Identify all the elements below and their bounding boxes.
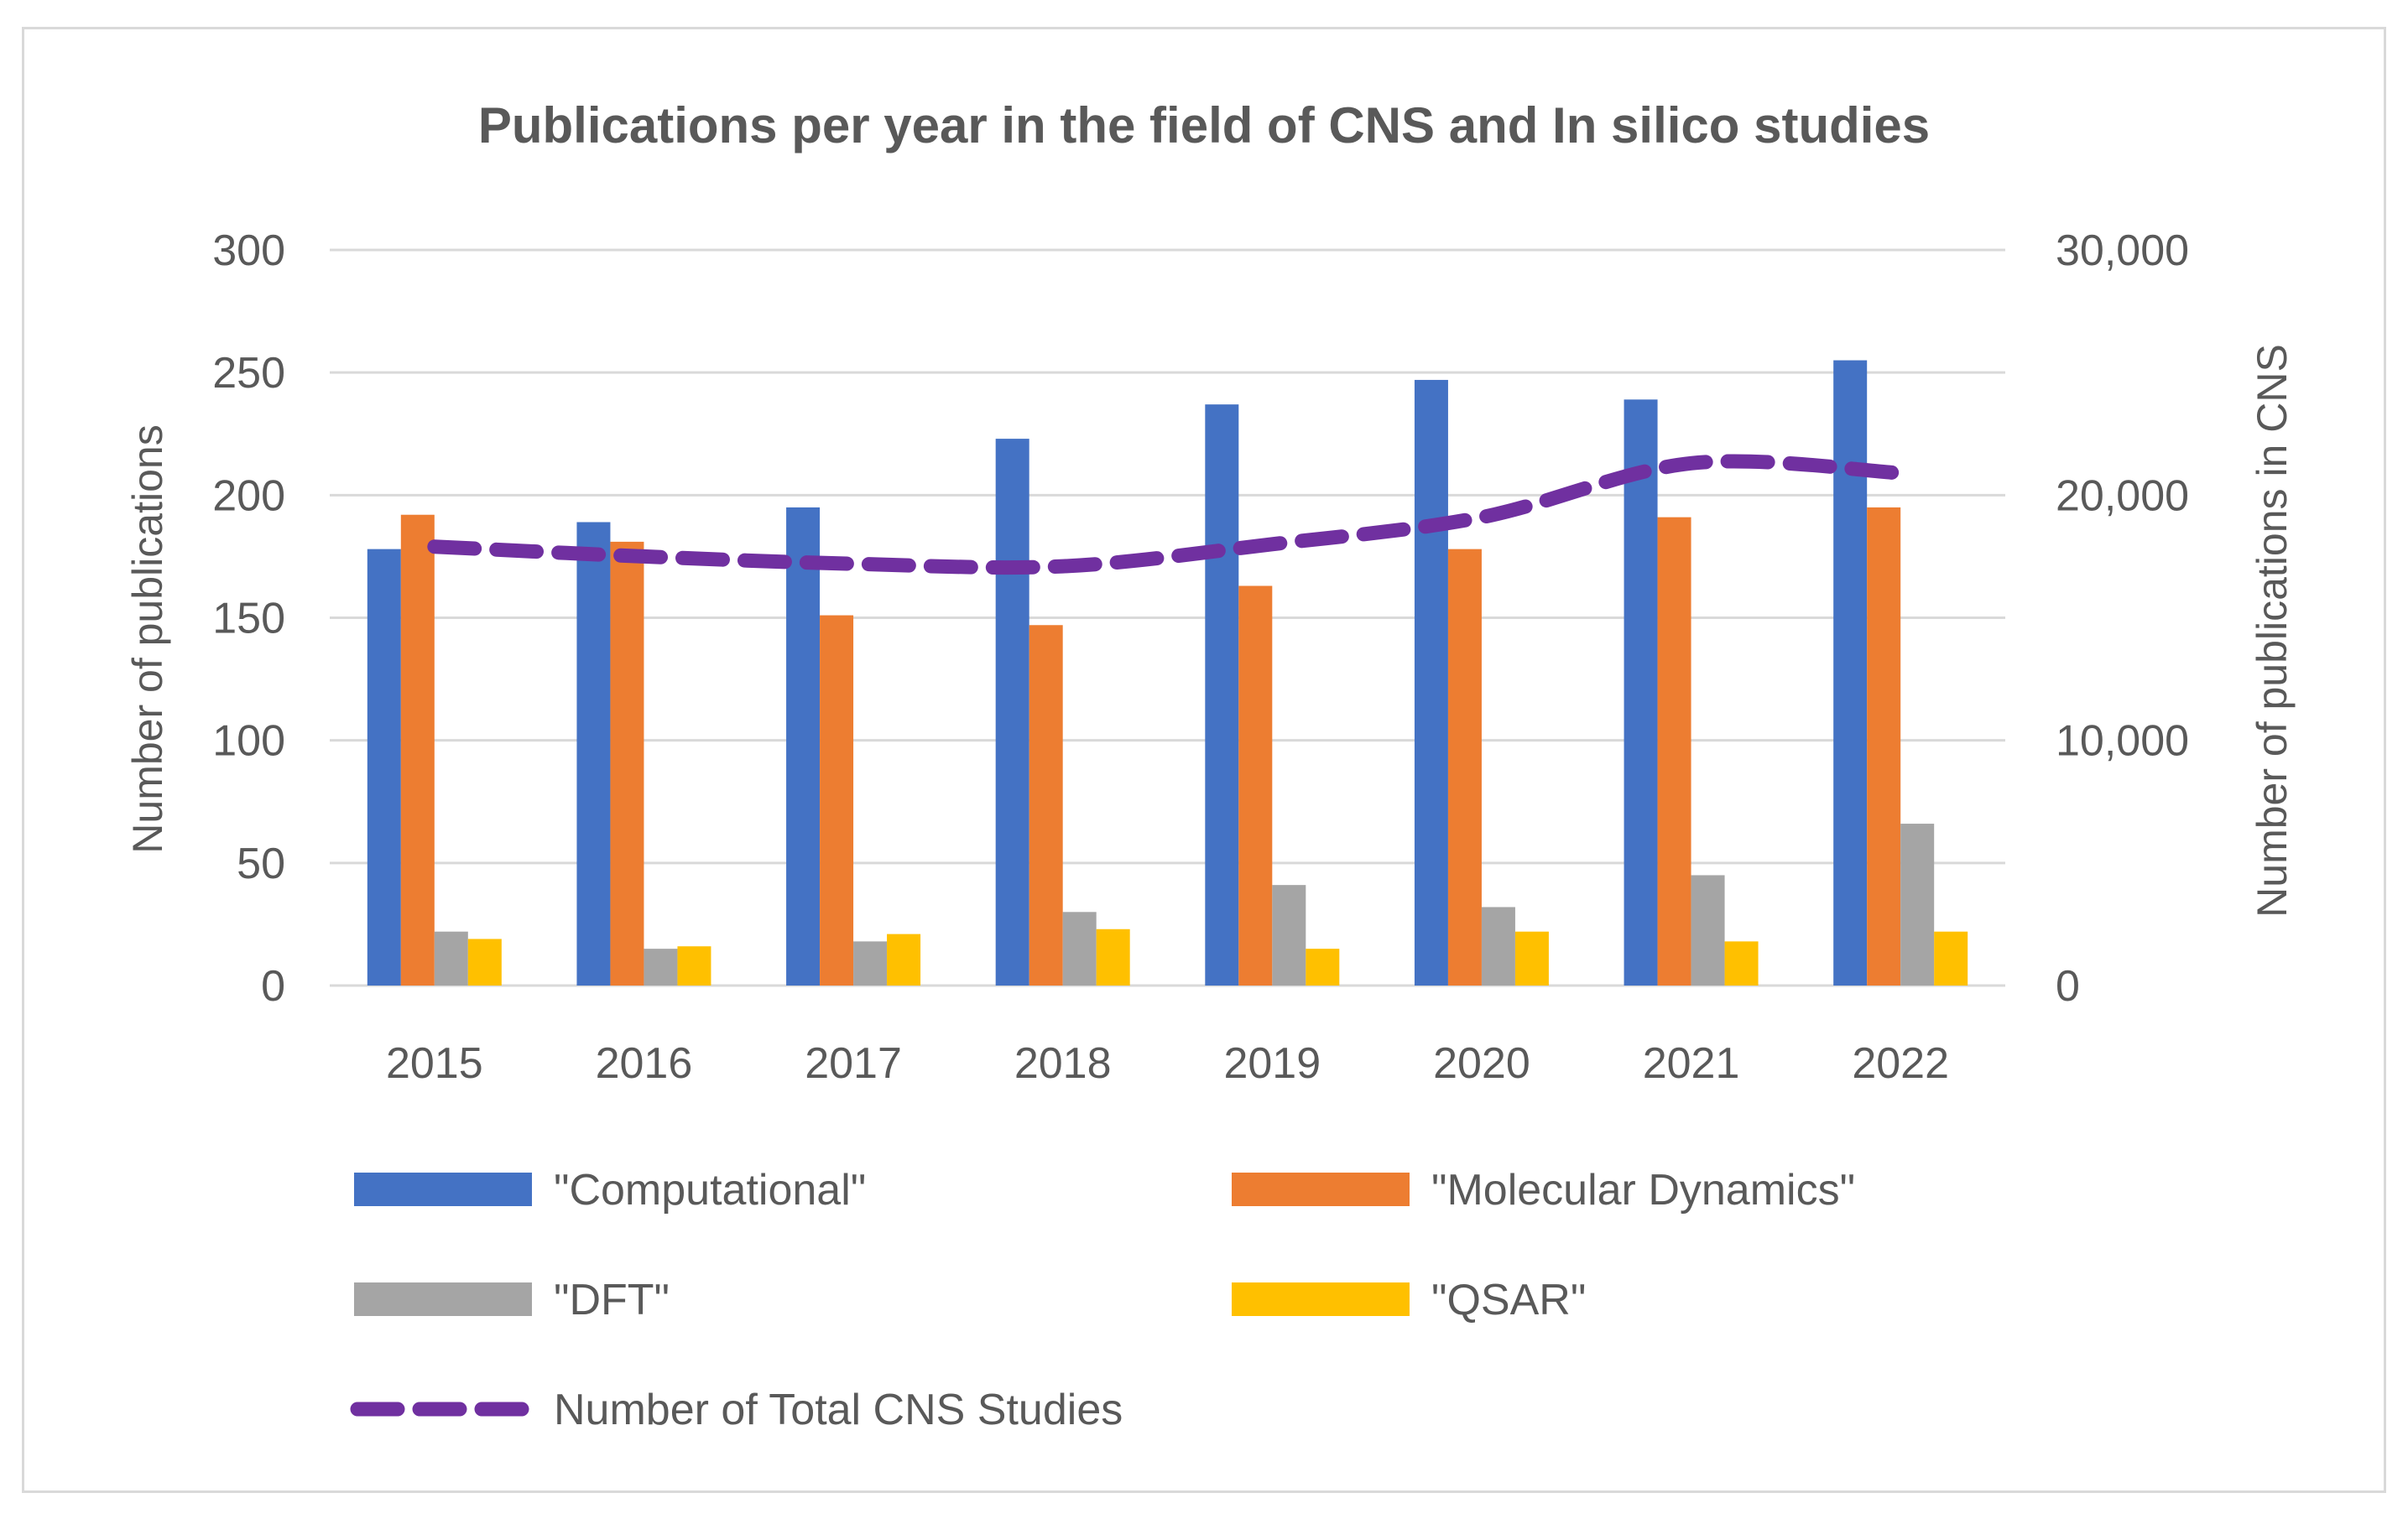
legend-item: "QSAR" [1232,1276,1586,1324]
bar-2015-series-1 [400,514,435,986]
x-tick-label: 2019 [1223,1039,1321,1088]
y-axis-title: Number of publications [124,424,171,853]
bar-2022-series-0 [1833,360,1868,986]
x-tick-label: 2022 [1852,1039,1949,1088]
legend-label: "Molecular Dynamics" [1431,1166,1855,1215]
x-tick-label: 2021 [1643,1039,1740,1088]
bar-2015-series-2 [434,931,468,986]
y2-tick-label: 0 [2056,962,2080,1011]
x-tick-label: 2016 [596,1039,693,1088]
legend-swatch [1232,1173,1410,1206]
bar-2020-series-0 [1414,379,1448,986]
y2-tick-label: 10,000 [2056,717,2189,766]
bars [367,360,1968,986]
legend-swatch [354,1173,532,1206]
x-tick-label: 2020 [1433,1039,1530,1088]
y2-axis-title: Number of publications in CNS [2249,344,2296,918]
x-tick-label: 2015 [386,1039,483,1088]
x-axis-ticks: 2015 2016 2017 2018 2019 2020 2021 2022 [386,1039,1949,1088]
legend-swatch [354,1282,532,1316]
bar-2021-series-0 [1624,399,1658,986]
bar-2016-series-2 [644,949,678,986]
y-tick-label: 150 [212,595,285,643]
bar-2018-series-2 [1062,912,1097,986]
bar-2021-series-1 [1657,517,1691,986]
y-tick-label: 50 [237,840,285,888]
legend-label: Number of Total CNS Studies [554,1386,1123,1434]
bar-2020-series-3 [1514,931,1549,986]
bar-2020-series-2 [1481,907,1515,986]
y-tick-label: 300 [212,226,285,275]
bar-2021-series-3 [1724,941,1759,986]
bar-2020-series-1 [1447,549,1482,986]
legend: "Computational" "Molecular Dynamics" "DFT"… [350,1166,1855,1434]
line-total-cns-studies [427,454,1908,575]
chart-title: Publications per year in the field of CN… [478,97,1930,153]
line-series [427,454,1908,575]
y-tick-label: 250 [212,349,285,398]
y2-axis-ticks: 0 10,000 20,000 30,000 [2056,226,2189,1011]
legend-label: "DFT" [554,1276,670,1324]
legend-item: "Computational" [354,1166,866,1215]
y-tick-label: 100 [212,717,285,766]
bar-2018-series-1 [1029,625,1063,986]
bar-2022-series-1 [1867,507,1901,986]
legend-item: "DFT" [354,1276,670,1324]
legend-label: "QSAR" [1431,1276,1586,1324]
bar-2017-series-1 [820,615,854,986]
y2-tick-label: 20,000 [2056,471,2189,520]
x-tick-label: 2018 [1014,1039,1112,1088]
y-axis-ticks: 0 50 100 150 200 250 300 [212,226,285,1011]
bar-2019-series-1 [1238,585,1273,986]
bar-2021-series-2 [1691,875,1725,986]
bar-2015-series-0 [367,549,401,986]
bar-2018-series-3 [1096,929,1130,986]
bar-2022-series-3 [1934,931,1968,986]
y2-tick-label: 30,000 [2056,226,2189,275]
bar-2017-series-0 [786,507,821,986]
legend-label: "Computational" [554,1166,866,1215]
legend-swatch [1232,1282,1410,1316]
legend-item: Number of Total CNS Studies [350,1386,1123,1434]
x-tick-label: 2017 [805,1039,902,1088]
bar-2022-series-2 [1900,824,1935,986]
bar-2016-series-3 [677,946,711,986]
bar-2019-series-0 [1205,404,1239,986]
y-tick-label: 200 [212,471,285,520]
bar-2019-series-3 [1306,949,1340,986]
bar-2019-series-2 [1272,885,1306,986]
bar-2016-series-0 [576,522,611,986]
legend-item: "Molecular Dynamics" [1232,1166,1855,1215]
bar-2017-series-3 [887,934,921,986]
y-tick-label: 0 [261,962,285,1011]
bar-2018-series-0 [995,439,1029,986]
bar-2015-series-3 [467,939,502,986]
bar-2017-series-2 [853,941,888,986]
bar-2016-series-1 [610,541,644,986]
